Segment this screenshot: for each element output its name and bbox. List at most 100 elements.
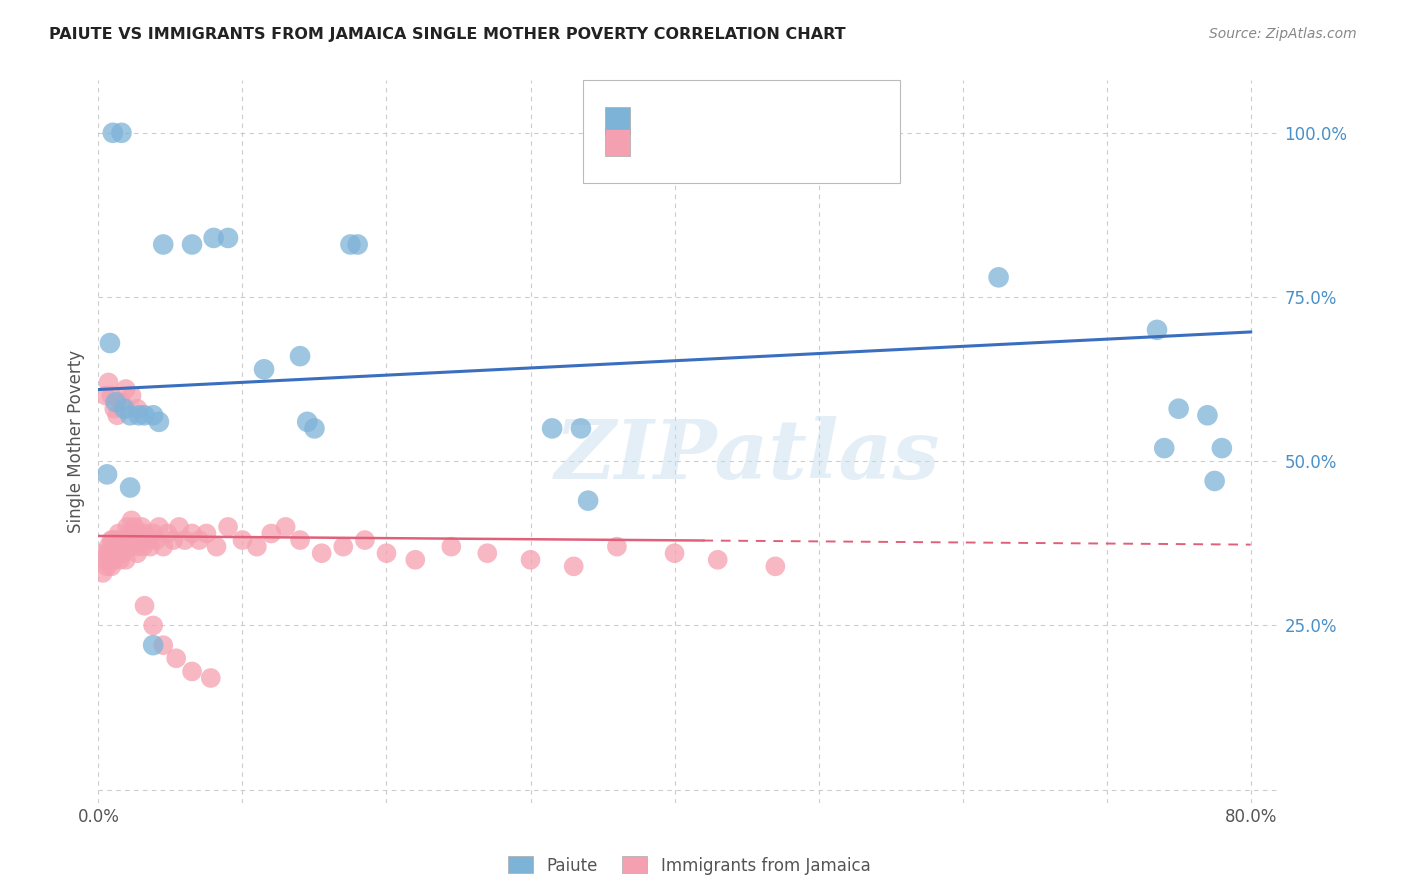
Point	[576, 493, 599, 508]
Point	[288, 349, 311, 363]
Point	[132, 540, 155, 554]
Point	[127, 546, 149, 560]
Text: PAIUTE VS IMMIGRANTS FROM JAMAICA SINGLE MOTHER POVERTY CORRELATION CHART: PAIUTE VS IMMIGRANTS FROM JAMAICA SINGLE…	[49, 27, 846, 42]
Point	[148, 520, 170, 534]
Point	[100, 388, 122, 402]
Point	[122, 533, 145, 547]
Point	[1146, 323, 1168, 337]
Point	[354, 533, 377, 547]
Point	[987, 270, 1010, 285]
Point	[131, 520, 153, 534]
Point	[110, 533, 132, 547]
Point	[96, 467, 118, 482]
Point	[152, 540, 174, 554]
Point	[162, 533, 184, 547]
Point	[108, 540, 131, 554]
Point	[134, 599, 156, 613]
Point	[129, 533, 152, 547]
Point	[128, 409, 150, 423]
Point	[98, 336, 121, 351]
Point	[664, 546, 686, 560]
Point	[101, 126, 124, 140]
Point	[107, 526, 129, 541]
Point	[121, 388, 143, 402]
Point	[110, 126, 132, 140]
Point	[477, 546, 499, 560]
Point	[142, 526, 165, 541]
Point	[98, 553, 121, 567]
Text: 0.184: 0.184	[681, 113, 728, 128]
Point	[128, 526, 150, 541]
Point	[115, 520, 138, 534]
Point	[165, 651, 187, 665]
Point	[100, 533, 122, 547]
Point	[111, 546, 134, 560]
Point	[763, 559, 786, 574]
Point	[152, 237, 174, 252]
Point	[124, 520, 146, 534]
Point	[94, 553, 117, 567]
Point	[519, 553, 541, 567]
Point	[96, 559, 118, 574]
Y-axis label: Single Mother Poverty: Single Mother Poverty	[66, 350, 84, 533]
Point	[101, 533, 124, 547]
Point	[114, 382, 136, 396]
Point	[562, 559, 585, 574]
Point	[1204, 474, 1226, 488]
Point	[440, 540, 463, 554]
Point	[136, 533, 159, 547]
Point	[1197, 409, 1219, 423]
Point	[118, 540, 141, 554]
Point	[332, 540, 354, 554]
Text: R =: R =	[641, 113, 679, 128]
Point	[181, 237, 204, 252]
Point	[93, 546, 115, 560]
Point	[181, 665, 204, 679]
Point	[134, 526, 156, 541]
Point	[97, 546, 120, 560]
Point	[346, 237, 368, 252]
Point	[100, 559, 122, 574]
Point	[1211, 441, 1233, 455]
Point	[195, 526, 218, 541]
Point	[104, 395, 127, 409]
Point	[181, 526, 204, 541]
Text: -0.020: -0.020	[681, 136, 735, 150]
Text: 85: 85	[776, 136, 797, 150]
Point	[1153, 441, 1175, 455]
Point	[148, 415, 170, 429]
Text: N =: N =	[734, 113, 778, 128]
Point	[142, 638, 165, 652]
Point	[606, 540, 628, 554]
Point	[274, 520, 297, 534]
Point	[260, 526, 283, 541]
Point	[142, 409, 165, 423]
Text: 33: 33	[776, 113, 797, 128]
Text: ZIPatlas: ZIPatlas	[555, 416, 941, 496]
Point	[101, 546, 124, 560]
Point	[103, 401, 125, 416]
Point	[541, 421, 564, 435]
Point	[110, 395, 132, 409]
Point	[134, 409, 156, 423]
Point	[145, 533, 167, 547]
Point	[339, 237, 361, 252]
Point	[246, 540, 269, 554]
Point	[112, 533, 135, 547]
Point	[1167, 401, 1189, 416]
Point	[91, 566, 114, 580]
Point	[108, 553, 131, 567]
Point	[104, 540, 127, 554]
Point	[114, 553, 136, 567]
Point	[127, 401, 149, 416]
Point	[297, 415, 319, 429]
Point	[120, 526, 142, 541]
Text: Source: ZipAtlas.com: Source: ZipAtlas.com	[1209, 27, 1357, 41]
Text: N =: N =	[734, 136, 778, 150]
Point	[112, 401, 135, 416]
Point	[569, 421, 592, 435]
Point	[120, 481, 142, 495]
Point	[706, 553, 728, 567]
Point	[121, 513, 143, 527]
Point	[142, 618, 165, 632]
